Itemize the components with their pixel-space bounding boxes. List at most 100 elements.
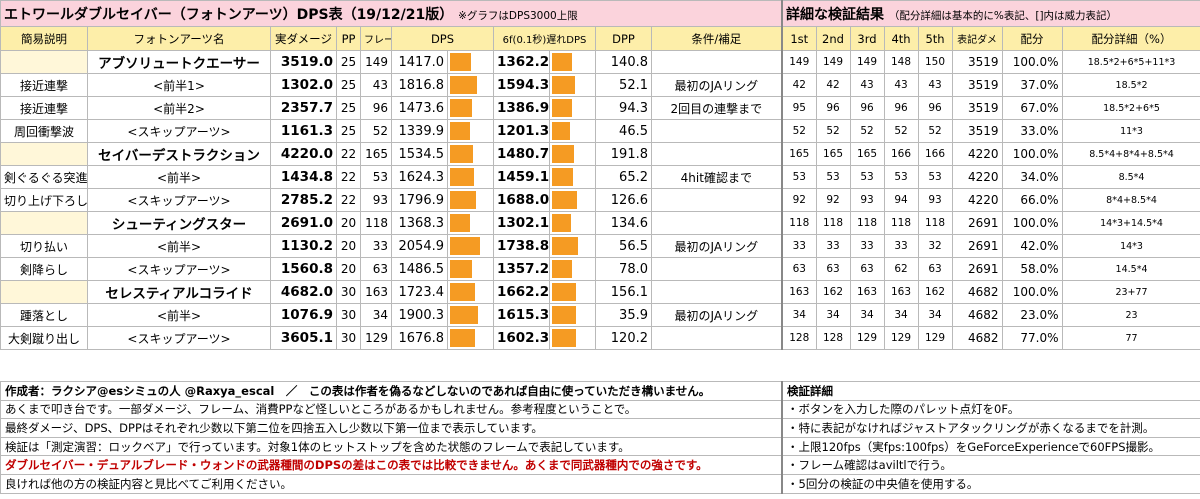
note-cell — [650, 188, 783, 212]
dps6-bar-cell — [549, 96, 596, 120]
trial-3: 163 — [849, 280, 885, 304]
dps-bar — [450, 306, 478, 324]
dpp-cell: 56.5 — [595, 234, 652, 258]
desc-cell: 剣ぐるぐる突進 — [0, 165, 88, 189]
trial-1: 128 — [781, 326, 817, 350]
dps6-bar-cell — [549, 73, 596, 97]
pa-name-cell: <前半> — [87, 303, 271, 327]
display-damage: 3519 — [951, 119, 1003, 143]
display-damage: 4682 — [951, 280, 1003, 304]
dps-cell: 1624.3 — [391, 165, 448, 189]
damage-cell: 3605.1 — [270, 326, 337, 350]
pa-sub-row: 大剣蹴り出し <スキップアーツ> 3605.1 30 129 1676.8 1602.3 12… — [0, 326, 783, 350]
damage-cell: 2357.7 — [270, 96, 337, 120]
trial-2: 53 — [815, 165, 851, 189]
ratio-detail: 11*3 — [1061, 119, 1200, 143]
note-cell — [650, 257, 783, 281]
dps6-bar-cell — [549, 211, 596, 235]
dps-cell: 1368.3 — [391, 211, 448, 235]
dps-cell: 1676.8 — [391, 326, 448, 350]
dps6-bar — [552, 168, 574, 186]
ratio-detail: 8.5*4 — [1061, 165, 1200, 189]
trial-4: 129 — [883, 326, 919, 350]
ratio: 37.0% — [1001, 73, 1063, 97]
pa-name-cell: <前半> — [87, 234, 271, 258]
note-cell: 4hit確認まで — [650, 165, 783, 189]
dps-bar-cell — [447, 50, 494, 74]
table-title: エトワールダブルセイバー（フォトンアーツ）DPS表（19/12/21版） ※グラ… — [0, 0, 783, 27]
desc-cell: 踵落とし — [0, 303, 88, 327]
trial-3: 149 — [849, 50, 885, 74]
pp-cell: 20 — [336, 234, 361, 258]
ratio: 58.0% — [1001, 257, 1063, 281]
note-cell — [650, 211, 783, 235]
dpp-cell: 156.1 — [595, 280, 652, 304]
trial-5: 32 — [917, 234, 953, 258]
trial-1: 52 — [781, 119, 817, 143]
detail-row: 95 96 96 96 96 3519 67.0% 18.5*2+6*5 — [781, 96, 1200, 120]
desc-cell — [0, 50, 88, 74]
header-damage: 実ダメージ — [270, 26, 337, 51]
pp-cell: 30 — [336, 326, 361, 350]
display-damage: 2691 — [951, 211, 1003, 235]
ratio: 100.0% — [1001, 142, 1063, 166]
dps-cell: 1534.5 — [391, 142, 448, 166]
trial-1: 149 — [781, 50, 817, 74]
pa-sub-row: 周回衝撃波 <スキップアーツ> 1161.3 25 52 1339.9 1201.3 46.5 — [0, 119, 783, 143]
pa-name-cell: <スキップアーツ> — [87, 119, 271, 143]
dps-bar — [450, 168, 474, 186]
dpp-cell: 46.5 — [595, 119, 652, 143]
pa-name-cell: セレスティアルコライド — [87, 280, 271, 304]
pp-cell: 20 — [336, 257, 361, 281]
footer-line: あくまで叩き台です。一部ダメージ、フレーム、消費PPなど怪しいところがあるかもし… — [0, 399, 783, 420]
dps6-cell: 1662.2 — [493, 280, 550, 304]
dps6-cell: 1615.3 — [493, 303, 550, 327]
frame-cell: 93 — [360, 188, 392, 212]
trial-5: 129 — [917, 326, 953, 350]
dps-cell: 1816.8 — [391, 73, 448, 97]
damage-cell: 4682.0 — [270, 280, 337, 304]
dpp-cell: 120.2 — [595, 326, 652, 350]
trial-4: 148 — [883, 50, 919, 74]
damage-cell: 1434.8 — [270, 165, 337, 189]
dps-bar-cell — [447, 211, 494, 235]
trial-5: 53 — [917, 165, 953, 189]
pa-sub-row: 剣降らし <スキップアーツ> 1560.8 20 63 1486.5 1357.2 78.0 — [0, 257, 783, 281]
ratio: 67.0% — [1001, 96, 1063, 120]
dps6-bar — [552, 99, 573, 117]
dps-bar — [450, 145, 473, 163]
pa-main-row: セイバーデストラクション 4220.0 22 165 1534.5 1480.7 191.8 — [0, 142, 783, 166]
pp-cell: 20 — [336, 211, 361, 235]
trial-1: 95 — [781, 96, 817, 120]
ratio-detail: 14*3 — [1061, 234, 1200, 258]
pp-cell: 25 — [336, 96, 361, 120]
dpp-cell: 52.1 — [595, 73, 652, 97]
pa-name-cell: シューティングスター — [87, 211, 271, 235]
trial-2: 33 — [815, 234, 851, 258]
dpp-cell: 126.6 — [595, 188, 652, 212]
header-ratio-detail: 配分詳細（%） — [1061, 26, 1200, 51]
dps-bar-cell — [447, 73, 494, 97]
damage-cell: 3519.0 — [270, 50, 337, 74]
pp-cell: 22 — [336, 142, 361, 166]
trial-5: 43 — [917, 73, 953, 97]
desc-cell: 切り上げ下ろし — [0, 188, 88, 212]
damage-cell: 1076.9 — [270, 303, 337, 327]
trial-2: 162 — [815, 280, 851, 304]
note-cell: 2回目の連撃まで — [650, 96, 783, 120]
pa-name-cell: <スキップアーツ> — [87, 257, 271, 281]
detail-row: 33 33 33 33 32 2691 42.0% 14*3 — [781, 234, 1200, 258]
desc-cell: 大剣蹴り出し — [0, 326, 88, 350]
dps-bar-cell — [447, 303, 494, 327]
pa-sub-row: 接近連撃 <前半2> 2357.7 25 96 1473.6 1386.9 94.3 2回目の連… — [0, 96, 783, 120]
trial-3: 118 — [849, 211, 885, 235]
trial-4: 53 — [883, 165, 919, 189]
pa-name-cell: <前半> — [87, 165, 271, 189]
trial-1: 163 — [781, 280, 817, 304]
trial-4: 62 — [883, 257, 919, 281]
dpp-cell: 65.2 — [595, 165, 652, 189]
header-name: フォトンアーツ名 — [87, 26, 271, 51]
detail-row: 165 165 165 166 166 4220 100.0% 8.5*4+8*4+8.5*4 — [781, 142, 1200, 166]
dps-bar — [450, 76, 477, 94]
trial-3: 53 — [849, 165, 885, 189]
